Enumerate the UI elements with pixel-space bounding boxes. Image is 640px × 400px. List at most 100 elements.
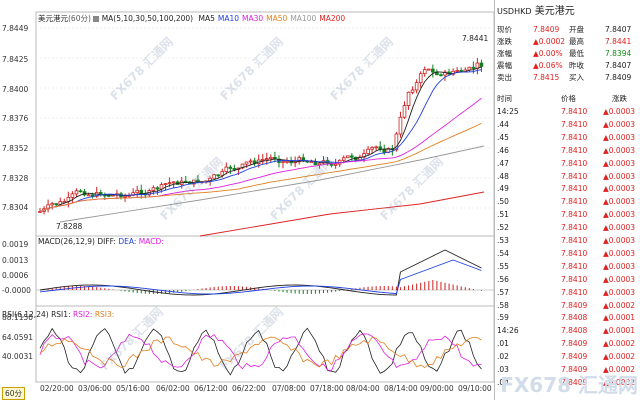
tick-change: ▲0.0002 (603, 351, 635, 362)
tick-change: ▲0.0003 (603, 119, 635, 130)
date-axis-label: 06/02:00 (156, 384, 190, 393)
tick-row: .04 7.8409 ▲0.0002 (495, 377, 640, 388)
period-selector[interactable]: 60分 (2, 387, 26, 400)
candle-body (471, 66, 476, 69)
quote-label: 昨收 (569, 61, 584, 70)
macd-legend: MACD(26,12,9) DIFF: DEA: MACD: (38, 237, 164, 246)
tick-price: 7.8410 (561, 158, 588, 168)
candle-body (398, 116, 403, 135)
tick-price: 7.8410 (561, 197, 588, 207)
ma-title: MA(5,10,30,50,100,200) (101, 14, 194, 23)
tick-change: ▲0.0002 (603, 338, 635, 349)
tick-row: .50 7.8410 ▲0.0003 (495, 196, 640, 207)
price-axis-label: 7.8425 (2, 55, 29, 64)
quote-value: 7.8394 (605, 49, 632, 58)
macd-dea-label: DEA: (118, 237, 137, 246)
tick-change: ▲0.0003 (603, 222, 635, 233)
tick-header-change: 涨跌 (612, 94, 627, 103)
candle-body (333, 163, 338, 166)
tick-change-value: 0.0003 (608, 223, 636, 233)
up-arrow-icon: ▲ (603, 210, 609, 220)
candle-body (431, 68, 435, 73)
rsi-legend: RSI(6,12,24) RSI1: RSI2: RSI3: (2, 310, 114, 319)
candle-body (240, 163, 245, 169)
tick-change-value: 0.0003 (608, 248, 636, 258)
tick-time: .49 (497, 184, 509, 194)
quote-label: 开盘 (569, 25, 584, 34)
chart-area[interactable]: 美元港元(60分) MA(5,10,30,50,100,200) MA5 MA10… (0, 0, 494, 400)
tick-price: 7.8409 (561, 377, 588, 387)
tick-row: .01 7.8409 ▲0.0002 (495, 338, 640, 349)
price-legend: 美元港元(60分) MA(5,10,30,50,100,200) MA5 MA10… (38, 14, 345, 23)
price-axis-label: 7.8400 (2, 85, 29, 94)
tick-change: ▲0.0003 (603, 171, 635, 182)
candle-body (455, 70, 459, 72)
chart-canvas[interactable] (0, 0, 494, 400)
date-axis-label: 03/06:00 (78, 384, 112, 393)
quote-value: 7.8409 (533, 25, 560, 34)
tick-price: 7.8410 (561, 184, 588, 194)
tick-time: 14:25 (497, 107, 519, 116)
up-arrow-icon: ▲ (603, 339, 609, 349)
tick-row: .57 7.8410 ▲0.0003 (495, 287, 640, 298)
up-arrow-icon: ▲ (603, 326, 609, 336)
tick-price: 7.8410 (561, 132, 588, 142)
candle-body (167, 182, 172, 185)
candle-body (443, 71, 447, 76)
tick-change-value: 0.0003 (608, 184, 636, 194)
ma-legend-item: MA5 (198, 14, 215, 23)
quote-title: USDHKD 美元港元 (497, 2, 575, 17)
tick-change-value: 0.0003 (608, 236, 636, 245)
up-arrow-icon: ▲ (603, 236, 609, 245)
date-axis-label: 02/20:00 (40, 384, 74, 393)
date-axis-label: 09/10:00 (458, 384, 492, 393)
tick-change: ▲0.0002 (603, 364, 635, 375)
tick-price: 7.8408 (561, 313, 588, 323)
tick-price: 7.8410 (561, 274, 588, 284)
tick-change-value: 0.0001 (608, 313, 636, 323)
tick-change: ▲0.0002 (603, 377, 635, 388)
date-axis-label: 08/04:00 (346, 384, 380, 393)
tick-time: .57 (497, 287, 509, 297)
up-arrow-icon: ▲ (603, 300, 609, 310)
up-arrow-icon: ▲ (603, 377, 609, 387)
tick-change-value: 0.0003 (608, 287, 636, 297)
date-axis-label: 07/18:00 (310, 384, 344, 393)
ma200-line (199, 191, 485, 237)
macd-axis-label: 0.0019 (2, 240, 29, 249)
up-arrow-icon: ▲ (603, 248, 609, 258)
candle-body (74, 190, 79, 195)
tick-price: 7.8410 (561, 107, 588, 116)
candle-body (317, 162, 322, 166)
date-axis-label: 06/22:00 (232, 384, 266, 393)
quote-label: 最高 (569, 37, 584, 46)
tick-time: .58 (497, 300, 509, 310)
date-axis-label: 05/16:00 (116, 384, 150, 393)
ma100-line (59, 145, 485, 223)
rsi-axis-label: 40.0031 (2, 352, 34, 361)
tick-price: 7.8410 (561, 119, 588, 129)
candle-body (341, 157, 346, 161)
candle-body (422, 69, 427, 75)
date-axis-label: 07/08:00 (272, 384, 306, 393)
tick-change: ▲0.0003 (603, 158, 635, 169)
tick-row: .59 7.8408 ▲0.0001 (495, 312, 640, 323)
tick-row: .58 7.8409 ▲0.0002 (495, 300, 640, 311)
price-axis-label: 7.8352 (2, 144, 29, 153)
ma-legend-item: MA50 (266, 14, 288, 23)
tick-time: .02 (497, 352, 509, 362)
ma-legend-item: MA200 (319, 14, 346, 23)
instrument-name: 美元港元 (38, 14, 68, 23)
candle-body (366, 148, 370, 154)
tick-change: ▲0.0003 (603, 106, 635, 117)
rsi-line (39, 327, 482, 376)
price-axis-label: 7.8304 (2, 203, 29, 212)
rsi3-label: RSI3: (94, 310, 115, 319)
candle-body (410, 89, 415, 93)
tick-time: .44 (497, 119, 509, 129)
tick-change: ▲0.0002 (603, 300, 635, 311)
tick-change-value: 0.0003 (608, 107, 636, 116)
tick-time: 14:26 (497, 326, 519, 336)
tick-price: 7.8408 (561, 326, 588, 336)
ma-line (39, 66, 482, 212)
